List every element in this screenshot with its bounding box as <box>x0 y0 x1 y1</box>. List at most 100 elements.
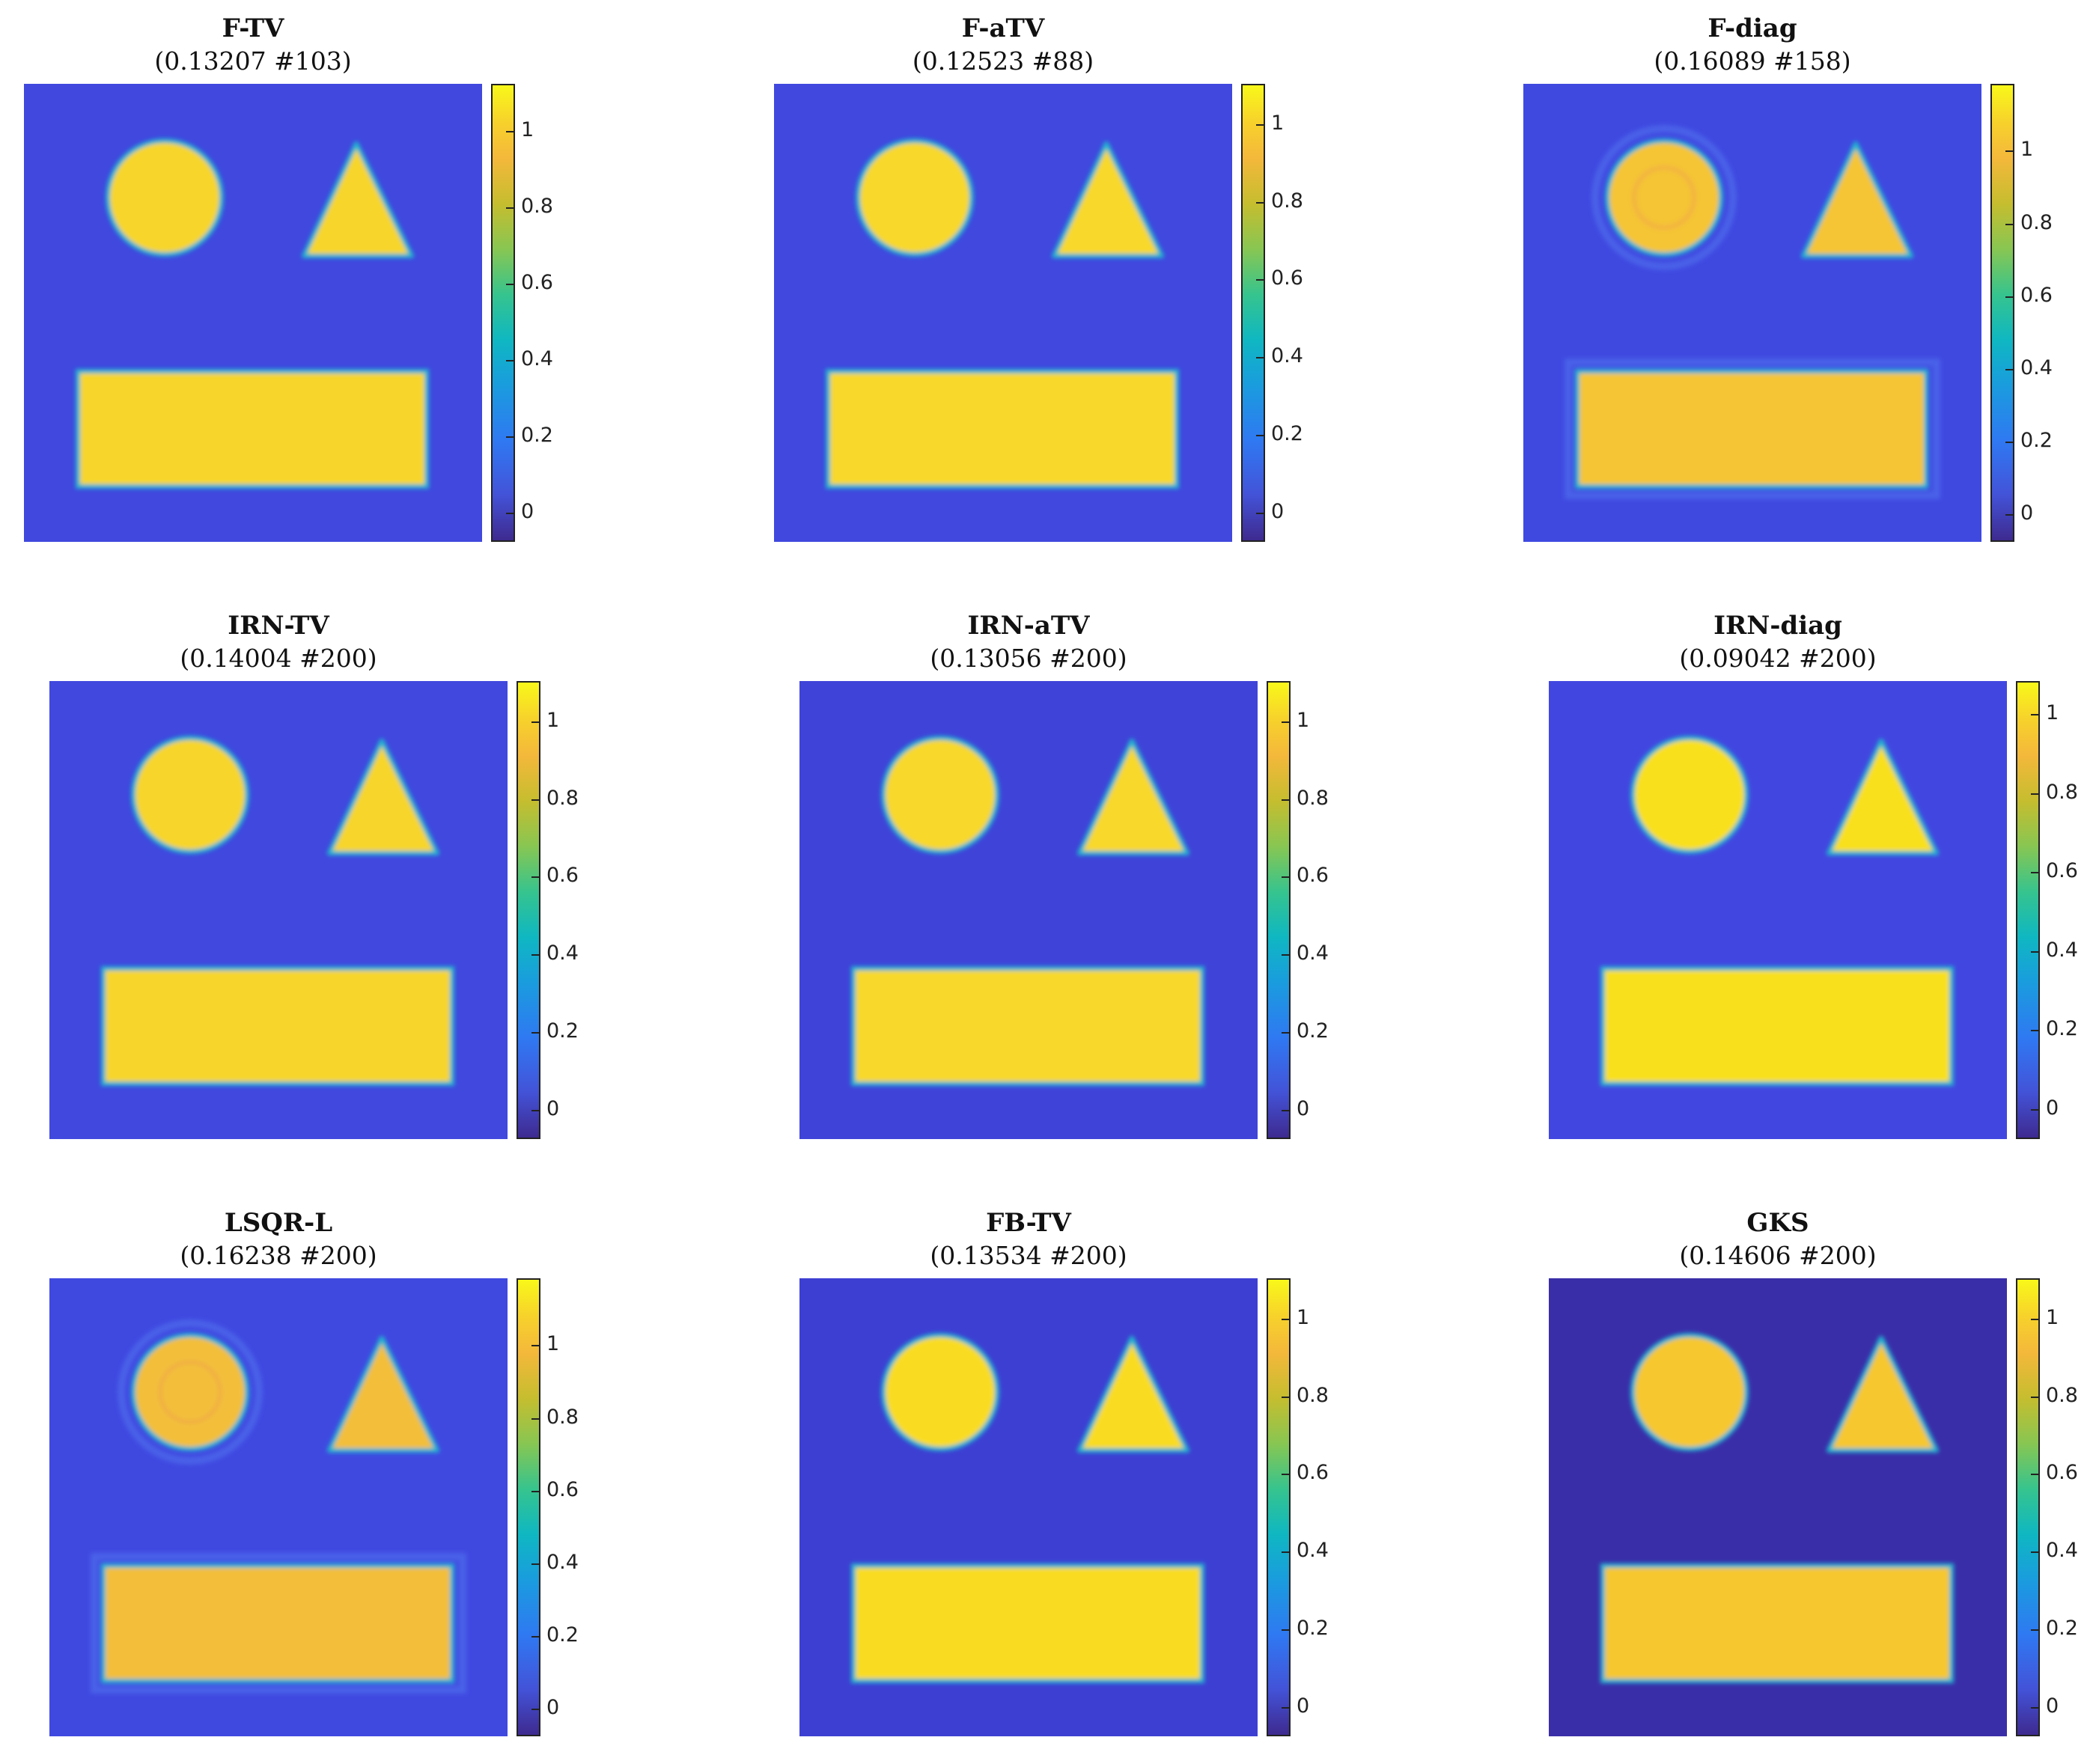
circle-shape <box>1630 1333 1749 1451</box>
colorbar-irn-tv <box>517 681 540 1139</box>
panel-method-name: F-diag <box>1707 13 1797 43</box>
colorbar-tick <box>2005 223 2013 225</box>
colorbar-tick <box>1282 1629 1289 1631</box>
colorbar-tick <box>2005 296 2013 298</box>
panel-error-iterations: (0.14606 #200) <box>1679 1241 1877 1270</box>
colorbar-tick <box>531 721 539 723</box>
colorbar-tick-label: 0.6 <box>1297 1461 1329 1485</box>
triangle-shape <box>327 739 439 855</box>
panel-error-iterations: (0.13056 #200) <box>930 644 1127 673</box>
colorbar-tick-label: 1 <box>546 1332 560 1356</box>
colorbar-tick-label: 0.8 <box>2020 210 2053 234</box>
colorbar-tick-label: 0 <box>2046 1096 2059 1120</box>
panel-method-name: IRN-diag <box>1713 611 1842 641</box>
colorbar-tick <box>2005 514 2013 516</box>
colorbar-tick-label: 1 <box>2020 138 2034 162</box>
colorbar-tick <box>2031 714 2038 716</box>
panel-title-fb-tv: FB-TV (0.13534 #200) <box>799 1206 1258 1272</box>
panel-method-name: IRN-aTV <box>967 611 1090 641</box>
colorbar-tick-label: 1 <box>1297 708 1310 732</box>
colorbar-tick <box>2031 1629 2038 1631</box>
colorbar-tick-label: 0.2 <box>546 1623 579 1646</box>
rectangle-shape <box>851 1563 1204 1683</box>
colorbar-tick-label: 0.6 <box>546 864 579 888</box>
colorbar-tick-label: 0.6 <box>521 271 553 295</box>
panel-method-name: FB-TV <box>986 1208 1071 1238</box>
panel-title-lsqr-l: LSQR-L (0.16238 #200) <box>49 1206 508 1272</box>
panel-method-name: GKS <box>1746 1208 1809 1238</box>
colorbar-tick-label: 0 <box>1297 1096 1310 1120</box>
panel-method-name: IRN-TV <box>228 611 329 641</box>
colorbar-tick-label: 0.2 <box>546 1019 579 1043</box>
ringing-artifact <box>158 1360 222 1424</box>
colorbar-tick-label: 0.8 <box>546 786 579 810</box>
reconstruction-image-fb-tv <box>799 1278 1258 1736</box>
reconstruction-image-irn-diag <box>1549 681 2007 1139</box>
triangle-shape <box>1801 141 1913 258</box>
colorbar-tick-label: 0.8 <box>2046 1383 2078 1407</box>
panel-title-f-atv: F-aTV (0.12523 #88) <box>774 12 1232 78</box>
colorbar-tick-label: 0 <box>2046 1694 2059 1718</box>
colorbar-tick <box>1256 123 1264 126</box>
rectangle-shape <box>1575 369 1928 489</box>
colorbar-tick <box>531 799 539 801</box>
colorbar-tick <box>506 284 514 286</box>
panel-title-irn-tv: IRN-TV (0.14004 #200) <box>49 609 508 675</box>
colorbar-tick <box>1282 1706 1289 1709</box>
colorbar-tick-label: 1 <box>546 708 560 732</box>
phantom-svg <box>799 1278 1258 1736</box>
colorbar-tick-label: 1 <box>1297 1305 1310 1329</box>
triangle-shape <box>302 141 414 258</box>
colorbar-tick-label: 0.8 <box>1271 189 1303 213</box>
colorbar-tick <box>506 360 514 362</box>
panel-method-name: F-TV <box>222 13 284 43</box>
rectangle-shape <box>1600 1563 1954 1683</box>
colorbar-tick <box>1282 1109 1289 1111</box>
colorbar-tick-label: 0.4 <box>521 347 553 371</box>
colorbar-tick-label: 0.2 <box>1271 421 1303 445</box>
colorbar-tick-label: 0 <box>521 500 534 524</box>
colorbar-tick-label: 1 <box>1271 111 1285 135</box>
colorbar-tick <box>1256 512 1264 514</box>
colorbar-tick <box>506 207 514 210</box>
colorbar-tick <box>2031 1108 2038 1111</box>
reconstruction-image-gks <box>1549 1278 2007 1736</box>
colorbar-tick <box>1282 799 1289 801</box>
colorbar-irn-diag <box>2016 681 2040 1139</box>
colorbar-tick <box>2031 950 2038 953</box>
colorbar-fb-tv <box>1267 1278 1291 1736</box>
colorbar-tick-label: 0.4 <box>546 941 579 965</box>
colorbar-tick-label: 1 <box>2046 701 2059 725</box>
panel-error-iterations: (0.13534 #200) <box>930 1241 1127 1270</box>
circle-shape <box>881 1333 999 1451</box>
colorbar-tick <box>1282 954 1289 956</box>
reconstruction-image-f-tv <box>24 84 482 542</box>
phantom-svg <box>49 681 508 1139</box>
colorbar-tick <box>2005 150 2013 153</box>
colorbar-tick <box>506 436 514 439</box>
circle-shape <box>881 736 999 854</box>
colorbar-f-atv <box>1241 84 1265 542</box>
phantom-svg <box>1549 681 2007 1139</box>
colorbar-irn-atv <box>1267 681 1291 1139</box>
triangle-shape <box>1052 141 1164 258</box>
triangle-shape <box>327 1336 439 1453</box>
colorbar-tick <box>1256 434 1264 436</box>
colorbar-tick-label: 0.4 <box>546 1550 579 1574</box>
colorbar-tick <box>1282 1551 1289 1554</box>
colorbar-tick-label: 0 <box>2020 501 2034 525</box>
colorbar-tick <box>2031 793 2038 795</box>
rectangle-shape <box>101 966 454 1086</box>
colorbar-tick <box>531 1345 539 1347</box>
phantom-svg <box>1523 84 1981 542</box>
ringing-artifact <box>1565 358 1940 499</box>
colorbar-tick <box>506 131 514 133</box>
colorbar-tick-label: 0.2 <box>521 424 553 448</box>
colorbar-tick <box>531 1709 539 1711</box>
circle-shape <box>856 138 974 257</box>
panel-title-gks: GKS (0.14606 #200) <box>1549 1206 2007 1272</box>
colorbar-tick <box>531 1031 539 1034</box>
reconstruction-image-f-atv <box>774 84 1232 542</box>
colorbar-tick-label: 0.6 <box>2046 1461 2078 1485</box>
triangle-shape <box>1827 739 1939 855</box>
